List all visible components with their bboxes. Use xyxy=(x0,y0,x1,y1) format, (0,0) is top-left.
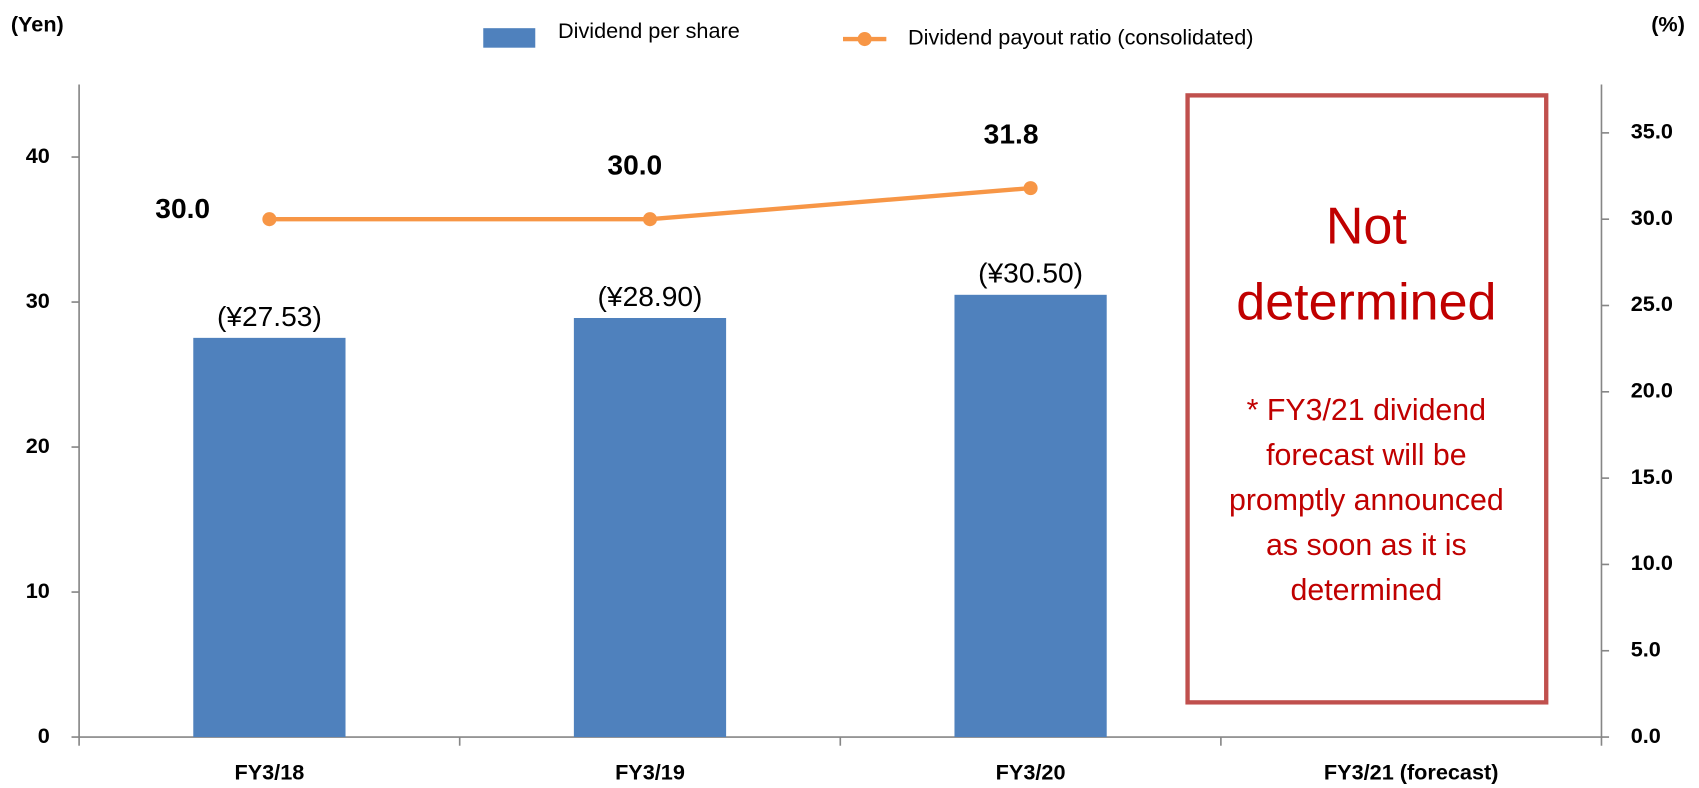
annotation-note: forecast will be xyxy=(1266,439,1467,472)
y2-tick-label: 35.0 xyxy=(1631,119,1673,144)
bar-value-label: (¥28.90) xyxy=(598,280,703,312)
y2-tick-label: 10.0 xyxy=(1631,550,1673,575)
y2-tick-label: 15.0 xyxy=(1631,464,1673,489)
annotation-title: determined xyxy=(1236,273,1496,331)
bar-value-label: (¥30.50) xyxy=(978,257,1083,289)
line-point xyxy=(1023,181,1038,196)
y-tick-label: 20 xyxy=(26,433,50,458)
legend-label: Dividend per share xyxy=(558,18,740,43)
y2-axis-label: (%) xyxy=(1651,12,1685,37)
y-tick-label: 40 xyxy=(26,143,50,168)
y-tick-label: 10 xyxy=(26,578,50,603)
x-tick-label: FY3/18 xyxy=(234,760,304,785)
y2-tick-label: 30.0 xyxy=(1631,205,1673,230)
annotation-box xyxy=(1185,93,1549,705)
y2-tick-label: 25.0 xyxy=(1631,291,1673,316)
y2-tick-label: 20.0 xyxy=(1631,378,1673,403)
bar xyxy=(573,317,727,738)
y-tick-label: 0 xyxy=(38,723,50,748)
annotation-note: as soon as it is xyxy=(1266,529,1467,562)
annotation-title: Not xyxy=(1326,198,1407,256)
legend-label: Dividend payout ratio (consolidated) xyxy=(908,25,1253,50)
line-point xyxy=(642,212,658,227)
annotation-note: * FY3/21 dividend xyxy=(1247,394,1486,427)
y2-tick-label: 0.0 xyxy=(1631,723,1661,748)
annotation-note: determined xyxy=(1290,574,1442,607)
legend-swatch xyxy=(483,28,536,48)
bar-value-label: (¥27.53) xyxy=(217,300,322,332)
y-axis-label: (Yen) xyxy=(11,12,64,37)
line-value-label: 30.0 xyxy=(607,149,662,181)
legend-swatch xyxy=(857,31,872,47)
line-value-label: 30.0 xyxy=(155,192,210,224)
y-tick-label: 30 xyxy=(26,288,50,313)
x-tick-label: FY3/19 xyxy=(615,760,685,785)
y2-tick-label: 5.0 xyxy=(1631,636,1661,661)
x-tick-label: FY3/20 xyxy=(996,760,1066,785)
annotation-note: promptly announced xyxy=(1229,484,1504,517)
bar xyxy=(193,337,346,738)
line-point xyxy=(262,212,277,227)
line-value-label: 31.8 xyxy=(984,118,1039,150)
x-tick-label: FY3/21 (forecast) xyxy=(1324,760,1499,785)
bar xyxy=(954,294,1107,738)
